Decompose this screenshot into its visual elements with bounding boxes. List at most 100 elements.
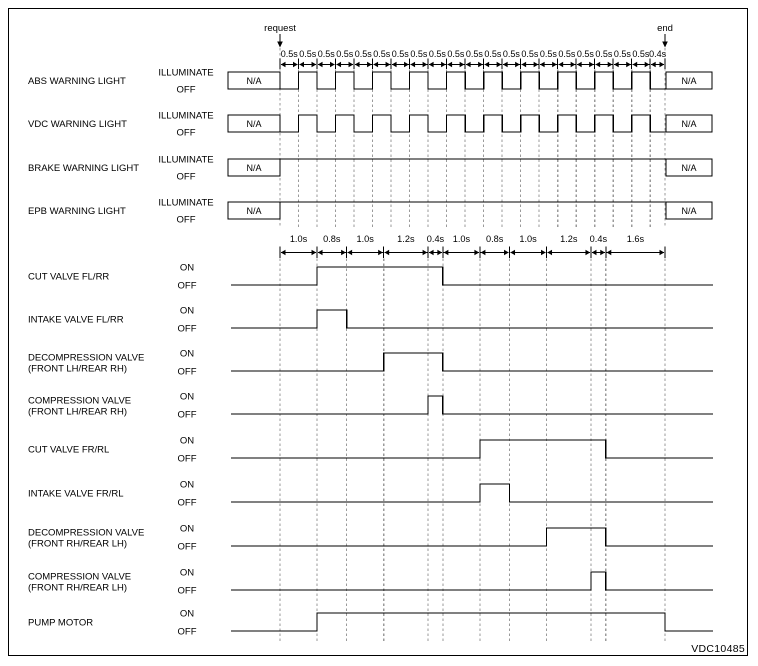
top-scale-tick-label: 0.5s — [299, 49, 317, 59]
valve-scale-arrow-right-arrowhead — [474, 249, 480, 256]
on-level-label: ON — [180, 436, 194, 447]
top-scale-tick-label: 0.5s — [355, 49, 373, 59]
top-scale-arrow-left-arrowhead — [539, 61, 545, 68]
top-scale-tick-label: 0.5s — [614, 49, 632, 59]
off-level-label: OFF — [177, 172, 196, 183]
top-scale-arrow-right-arrowhead — [293, 61, 298, 68]
valve-scale-tick-label: 1.2s — [560, 234, 578, 244]
top-scale-arrow-left-arrowhead — [410, 61, 416, 68]
top-scale-arrow-left-arrowhead — [651, 61, 656, 68]
illuminate-level-label: ILLUMINATE — [158, 155, 213, 166]
na-box-left — [227, 201, 281, 220]
top-scale-arrow-left-arrowhead — [632, 61, 638, 68]
valve-row-label: DECOMPRESSION VALVE — [28, 528, 144, 539]
valve-scale-arrow-left-arrowhead — [591, 249, 597, 256]
top-scale-tick-label: 0.5s — [632, 49, 650, 59]
top-scale-arrow-right-arrowhead — [459, 61, 465, 68]
valve-waveform — [231, 395, 713, 415]
top-scale-arrow-right-arrowhead — [644, 61, 650, 68]
illuminate-level-label: ILLUMINATE — [158, 198, 213, 209]
top-scale-arrow-right-arrowhead — [589, 61, 594, 68]
top-scale-tick-label: 0.5s — [595, 49, 613, 59]
warning-row-label: EPB WARNING LIGHT — [28, 206, 126, 217]
na-box-left-label: N/A — [246, 206, 261, 216]
top-scale-arrow-left-arrowhead — [299, 61, 305, 68]
top-scale-tick-label: 0.5s — [392, 49, 410, 59]
top-scale-tick-label: 0.5s — [281, 49, 299, 59]
na-box-right — [665, 71, 713, 90]
valve-waveform — [231, 527, 713, 547]
off-level-label: OFF — [178, 586, 197, 597]
valve-scale-arrow-right-arrowhead — [585, 249, 591, 256]
top-scale-arrow-left-arrowhead — [465, 61, 471, 68]
valve-scale-arrow-right-arrowhead — [541, 249, 546, 256]
top-scale-arrow-left-arrowhead — [391, 61, 397, 68]
top-scale-tick-label: 0.5s — [429, 49, 447, 59]
on-level-label: ON — [180, 392, 194, 403]
top-scale-arrow-right-arrowhead — [404, 61, 409, 68]
off-level-label: OFF — [178, 324, 197, 335]
valve-scale-arrow-left-arrowhead — [384, 249, 390, 256]
top-scale-arrow-right-arrowhead — [478, 61, 483, 68]
top-scale-arrow-left-arrowhead — [447, 61, 453, 68]
na-box-left — [227, 114, 281, 133]
valve-waveform — [231, 309, 713, 329]
diagram-border — [8, 8, 748, 656]
top-scale-arrow-right-arrowhead — [441, 61, 446, 68]
valve-waveform — [231, 352, 713, 372]
na-box-left — [227, 158, 281, 177]
top-scale-arrow-right-arrowhead — [496, 61, 502, 68]
top-scale-tick-label: 0.5s — [336, 49, 354, 59]
off-level-label: OFF — [177, 215, 196, 226]
na-box-right — [665, 201, 713, 220]
valve-row-label: DECOMPRESSION VALVE — [28, 353, 144, 364]
on-level-label: ON — [180, 306, 194, 317]
top-scale-arrow-right-arrowhead — [330, 61, 335, 68]
top-scale-arrow-left-arrowhead — [613, 61, 619, 68]
off-level-label: OFF — [177, 128, 196, 139]
valve-scale-arrow-left-arrowhead — [428, 249, 434, 256]
valve-scale-tick-label: 1.0s — [519, 234, 537, 244]
na-box-right-label: N/A — [681, 206, 696, 216]
top-scale-arrow-right-arrowhead — [659, 61, 665, 68]
top-scale-arrow-right-arrowhead — [552, 61, 557, 68]
valve-scale-arrow-right-arrowhead — [504, 249, 509, 256]
warning-row-label: BRAKE WARNING LIGHT — [28, 163, 139, 174]
valve-scale-arrow-left-arrowhead — [280, 249, 286, 256]
off-level-label: OFF — [177, 85, 196, 96]
valve-scale-tick-label: 0.4s — [590, 234, 608, 244]
top-scale-arrow-left-arrowhead — [484, 61, 490, 68]
valve-scale-arrow-right-arrowhead — [378, 249, 383, 256]
valve-scale-tick-label: 0.8s — [323, 234, 341, 244]
off-level-label: OFF — [178, 454, 197, 465]
top-scale-tick-label: 0.5s — [540, 49, 558, 59]
on-level-label: ON — [180, 349, 194, 360]
end-label: end — [657, 23, 673, 34]
na-box-right — [665, 114, 713, 133]
top-scale-arrow-left-arrowhead — [428, 61, 434, 68]
warning-waveform — [280, 71, 666, 90]
na-box-right-label: N/A — [681, 119, 696, 129]
top-scale-arrow-left-arrowhead — [558, 61, 564, 68]
top-scale-tick-label: 0.5s — [410, 49, 428, 59]
na-box-left-label: N/A — [246, 76, 261, 86]
off-level-label: OFF — [178, 410, 197, 421]
valve-scale-tick-label: 0.4s — [427, 234, 445, 244]
na-box-right-label: N/A — [681, 163, 696, 173]
off-level-label: OFF — [178, 498, 197, 509]
top-scale-arrow-right-arrowhead — [626, 61, 631, 68]
top-scale-arrow-right-arrowhead — [607, 61, 613, 68]
valve-row-label: (FRONT LH/REAR RH) — [28, 364, 127, 375]
valve-row-label: INTAKE VALVE FL/RR — [28, 315, 124, 326]
valve-row-label: COMPRESSION VALVE — [28, 572, 131, 583]
off-level-label: OFF — [178, 367, 197, 378]
illuminate-level-label: ILLUMINATE — [158, 111, 213, 122]
illuminate-level-label: ILLUMINATE — [158, 68, 213, 79]
valve-scale-arrow-right-arrowhead — [659, 249, 665, 256]
valve-row-label: (FRONT LH/REAR RH) — [28, 407, 127, 418]
top-scale-tick-label: 0.5s — [521, 49, 539, 59]
top-scale-arrow-right-arrowhead — [348, 61, 354, 68]
top-scale-arrow-left-arrowhead — [521, 61, 527, 68]
valve-scale-tick-label: 0.8s — [486, 234, 504, 244]
valve-row-label: COMPRESSION VALVE — [28, 396, 131, 407]
